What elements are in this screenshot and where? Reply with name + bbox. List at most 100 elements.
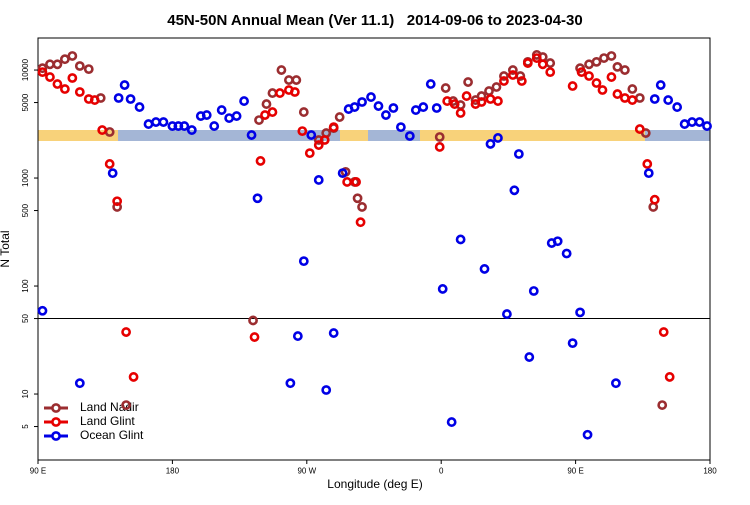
data-point [373,101,384,111]
data-point [351,177,361,187]
data-point [113,93,124,103]
data-point [658,327,669,337]
x-tick-label: 180 [703,467,717,476]
data-point [582,429,593,440]
data-point [434,142,445,152]
data-point [537,59,548,70]
data-point [74,87,85,97]
data-point [298,107,309,117]
data-point [619,65,630,75]
data-point [499,76,509,86]
data-point [255,156,266,166]
data-point [328,122,339,133]
data-point [313,175,324,185]
ocean-strip [368,130,420,141]
data-point [216,105,227,115]
data-point [702,121,712,131]
data-point [334,112,345,122]
x-tick-label: 90 E [30,467,46,476]
data-point [649,194,660,205]
data-point [37,305,48,316]
data-point [649,94,660,104]
y-tick-label: 10 [21,389,30,398]
data-point [499,71,509,81]
y-tick-label: 10000 [21,58,30,81]
data-point [507,65,518,75]
data-point [52,79,63,89]
y-tick-label: 100 [21,279,30,293]
data-point [342,177,353,187]
data-point [352,193,363,204]
data-point [657,400,668,410]
data-point [576,67,587,78]
data-point [249,332,260,342]
y-tick-label: 5 [21,424,30,429]
data-point [455,108,466,118]
data-point [261,99,272,109]
data-point [606,51,617,61]
data-point [395,122,406,133]
data-point [128,372,139,382]
y-axis-label: N Total [0,230,12,267]
data-point [37,63,48,74]
data-point [119,80,130,90]
data-point [83,64,94,75]
data-point [528,286,539,296]
data-point [319,135,330,145]
data-point [440,83,451,93]
data-point [516,76,527,86]
data-point [201,110,212,120]
data-point [388,103,399,113]
data-point [663,95,674,105]
data-point [634,124,645,134]
data-point [449,99,460,109]
data-point [252,193,263,204]
data-point [267,107,278,117]
data-point [121,400,132,410]
data-point [321,385,332,395]
data-point [107,168,118,179]
data-point [276,65,287,75]
data-point [231,111,242,121]
ocean-strip [118,130,340,141]
data-point [357,97,367,107]
data-point [254,115,264,125]
y-tick-label: 1000 [21,169,30,187]
data-point [275,88,285,98]
data-point [67,73,78,83]
x-tick-label: 90 W [297,467,316,476]
data-point [513,149,524,159]
data-point [104,159,115,169]
data-point [52,59,63,70]
data-point [642,159,653,169]
data-point [349,102,360,112]
data-point [434,132,445,142]
data-point [507,70,518,80]
data-point [493,133,503,143]
data-point [627,95,638,105]
y-tick-label: 50 [21,314,30,323]
data-point [672,102,683,112]
data-point [357,202,367,212]
data-point [59,84,70,94]
data-point [186,125,197,135]
x-tick-label: 90 E [567,467,583,476]
data-point [552,236,563,247]
data-point [509,185,520,196]
legend-marker [51,431,61,441]
data-point [643,168,654,179]
data-point [239,96,249,106]
data-point [289,87,300,97]
data-point [627,84,638,94]
x-tick-label: 180 [166,467,180,476]
data-point [292,331,303,341]
data-point [209,121,220,131]
data-point [591,56,602,67]
data-point [597,85,608,95]
plot-frame [37,37,711,461]
data-point [591,78,602,88]
data-point [74,378,85,389]
data-point [493,96,503,106]
data-point [479,264,490,274]
chart-title: 45N-50N Annual Mean (Ver 11.1) 2014-09-0… [167,12,582,29]
